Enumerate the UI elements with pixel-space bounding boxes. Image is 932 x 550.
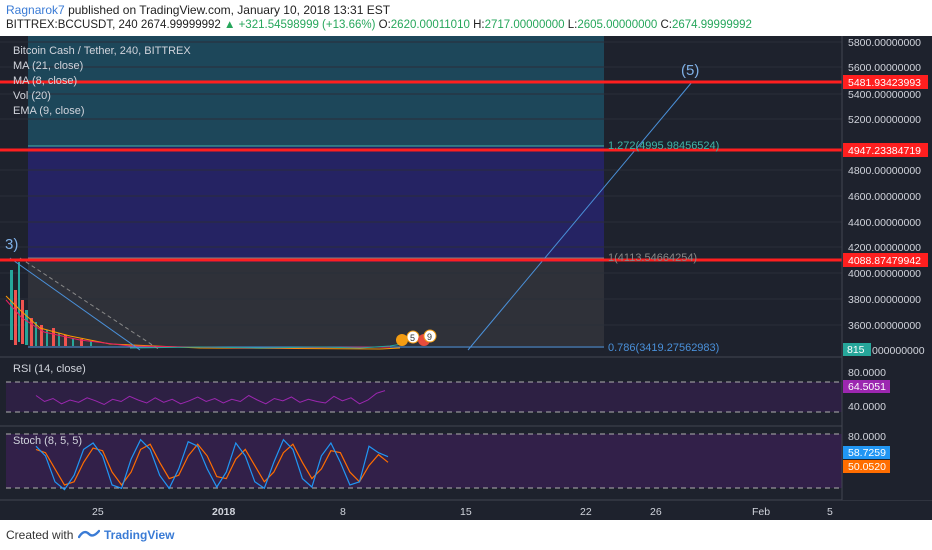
stoch-d-tag	[843, 460, 890, 473]
rsi-tick: 80.0000	[848, 367, 886, 379]
tradingview-logo-icon[interactable]	[78, 527, 100, 541]
event-markers[interactable]: 5 9	[396, 329, 437, 346]
fib-zone-middle	[28, 146, 604, 262]
wave-label-5: (5)	[681, 62, 699, 79]
stoch-label: Stoch (8, 5, 5)	[13, 435, 82, 447]
price-tag-2	[843, 143, 928, 157]
event-count-2: 9	[427, 332, 432, 342]
time-tick: 5	[827, 506, 833, 518]
low-value: 2605.00000000	[577, 19, 658, 31]
author-link[interactable]: Ragnarok7	[6, 3, 65, 17]
current-price-tag	[843, 343, 871, 356]
fib-label-1: 1(4113.54664254)	[608, 252, 697, 264]
price-tag-1	[843, 75, 928, 89]
price-tick: 5200.00000000	[848, 114, 921, 126]
tradingview-link[interactable]: TradingView	[104, 528, 175, 542]
price-change: ▲ +321.54598999 (+13.66%)	[224, 19, 376, 31]
publish-info: published on TradingView.com, January 10…	[68, 3, 391, 17]
price-tag-1-text: 5481.93423993	[848, 77, 921, 89]
time-axis[interactable]	[0, 501, 932, 520]
publish-line: Ragnarok7 published on TradingView.com, …	[6, 3, 390, 17]
legend-vol: Vol (20)	[13, 90, 51, 102]
symbol-label: BITTREX:BCCUSDT, 240	[6, 19, 138, 31]
header: Ragnarok7 published on TradingView.com, …	[0, 0, 932, 36]
wave-line-down	[9, 257, 141, 351]
price-tick: 4600.00000000	[848, 191, 921, 203]
stoch-k-line	[35, 438, 389, 491]
created-with-label: Created with	[6, 528, 74, 542]
time-ticks: 25 2018 8 15 22 26 Feb 5	[92, 506, 833, 518]
high-label: H:	[473, 19, 485, 31]
price-tag-3-text: 4088.87479942	[848, 255, 921, 267]
fib-zone-upper	[28, 36, 604, 146]
time-tick: Feb	[752, 506, 770, 518]
wave-line-up	[467, 81, 693, 351]
rsi-line	[35, 390, 386, 406]
price-tick: 4800.00000000	[848, 165, 921, 177]
time-tick: 22	[580, 506, 592, 518]
high-value: 2717.00000000	[484, 19, 565, 31]
close-value: 2674.99999992	[671, 19, 752, 31]
legend-ema: EMA (9, close)	[13, 105, 85, 117]
chart-area[interactable]: Bitcoin Cash / Tether, 240, BITTREX MA (…	[0, 36, 932, 520]
rsi-value: 64.5051	[848, 381, 886, 393]
price-axis[interactable]	[842, 36, 932, 500]
wave-label-3: 3)	[5, 236, 18, 253]
rsi-band-fill	[6, 382, 842, 412]
price-tick: 5600.00000000	[848, 62, 921, 74]
legend-title: Bitcoin Cash / Tether, 240, BITTREX	[13, 45, 191, 57]
stoch-tick: 80.0000	[848, 431, 886, 443]
price-tick: 5800.00000000	[848, 37, 921, 49]
stoch-band-fill	[6, 434, 842, 488]
time-tick: 26	[650, 506, 662, 518]
price-tick: 4400.00000000	[848, 217, 921, 229]
event-badge-2[interactable]	[423, 329, 437, 343]
price-tag-3	[843, 253, 928, 267]
rsi-value-tag	[843, 380, 890, 393]
fib-label-1272: 1.272(4995.98456524)	[608, 140, 719, 152]
close-label: C:	[660, 19, 672, 31]
time-tick: 8	[340, 506, 346, 518]
stoch-d-line	[35, 443, 389, 487]
time-tick: 2018	[212, 506, 236, 518]
price-tick: 5400.00000000	[848, 89, 921, 101]
time-tick: 15	[460, 506, 472, 518]
rsi-tick: 40.0000	[848, 401, 886, 413]
event-count-1: 5	[410, 333, 415, 343]
open-value: 2620.00011010	[390, 19, 470, 31]
last-price: 2674.99999992	[140, 19, 221, 31]
price-ticks: 5800.00000000 5600.00000000 5400.0000000…	[848, 37, 925, 357]
legend-ma21: MA (21, close)	[13, 60, 83, 72]
chart-svg[interactable]: Bitcoin Cash / Tether, 240, BITTREX MA (…	[0, 36, 932, 520]
price-line	[129, 343, 403, 349]
stoch-k-tag	[843, 446, 890, 459]
candles	[10, 262, 92, 346]
grid	[0, 41, 842, 326]
rsi-label: RSI (14, close)	[13, 363, 86, 375]
ma-line	[5, 295, 401, 350]
footer: Created with TradingView	[0, 520, 932, 550]
price-tick: 3800.00000000	[848, 294, 921, 306]
price-tick: 3600.00000000	[848, 320, 921, 332]
price-tag-2-text: 4947.23384719	[848, 145, 921, 157]
stoch-d-value: 50.0520	[848, 461, 886, 473]
open-label: O:	[378, 19, 391, 31]
legend-ma8: MA (8, close)	[13, 75, 77, 87]
price-tick: 4000.00000000	[848, 268, 921, 280]
flag-icon[interactable]	[396, 334, 408, 346]
price-tick: 4200.00000000	[848, 242, 921, 254]
time-tick: 25	[92, 506, 104, 518]
fib-zone-lower	[28, 262, 604, 348]
stoch-k-value: 58.7259	[848, 447, 886, 459]
current-price-text: 815	[847, 344, 865, 356]
low-label: L:	[567, 19, 578, 31]
ohlc-line: BITTREX:BCCUSDT, 240 2674.99999992 ▲ +32…	[6, 19, 752, 31]
fib-label-0786: 0.786(3419.27562983)	[608, 342, 719, 354]
price-tick: 000000000	[872, 345, 925, 357]
